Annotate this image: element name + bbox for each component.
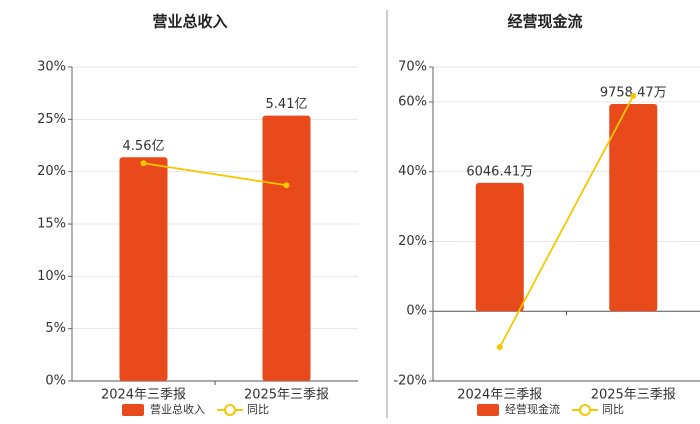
bar-value-label: 5.41亿 — [266, 97, 308, 112]
legend-label: 经营现金流 — [505, 402, 560, 416]
y-tick-label: 70% — [398, 60, 427, 75]
y-tick-label: 15% — [37, 217, 66, 232]
y-tick-label: 20% — [398, 234, 427, 249]
bar — [119, 157, 168, 381]
line — [143, 162, 287, 187]
y-tick-label: 0% — [45, 374, 66, 389]
line-point — [630, 92, 637, 99]
line — [498, 95, 635, 348]
bar-value-label: 6046.41万 — [466, 164, 533, 179]
line-point — [283, 182, 290, 189]
chart-title: 营业总收入 — [152, 13, 227, 31]
y-tick-label: 20% — [37, 164, 66, 179]
legend-swatch — [477, 404, 499, 416]
x-tick-label: 2024年三季报 — [101, 388, 186, 403]
legend-swatch — [224, 404, 236, 416]
bar — [609, 103, 658, 312]
y-tick-label: 0% — [406, 304, 427, 319]
x-tick-label: 2025年三季报 — [591, 388, 676, 403]
y-tick-label: 30% — [37, 60, 66, 75]
y-tick-label: 25% — [37, 112, 66, 127]
bar — [262, 115, 311, 382]
legend-label: 营业总收入 — [150, 402, 205, 416]
bar — [475, 182, 524, 312]
legend-label: 同比 — [602, 403, 624, 416]
y-tick-label: 10% — [37, 269, 66, 284]
y-tick-label: 5% — [45, 321, 66, 336]
legend-label: 同比 — [247, 403, 269, 416]
x-tick-label: 2025年三季报 — [244, 388, 329, 403]
y-tick-label: 40% — [398, 164, 427, 179]
y-tick-label: -20% — [393, 374, 427, 389]
y-tick-label: 60% — [398, 94, 427, 109]
line-point — [496, 344, 503, 351]
bar-value-label: 4.56亿 — [123, 139, 165, 154]
legend-swatch — [579, 404, 591, 416]
legend-swatch — [122, 404, 144, 416]
line-point — [140, 160, 147, 167]
x-tick-label: 2024年三季报 — [457, 388, 542, 403]
chart-title: 经营现金流 — [507, 13, 582, 31]
